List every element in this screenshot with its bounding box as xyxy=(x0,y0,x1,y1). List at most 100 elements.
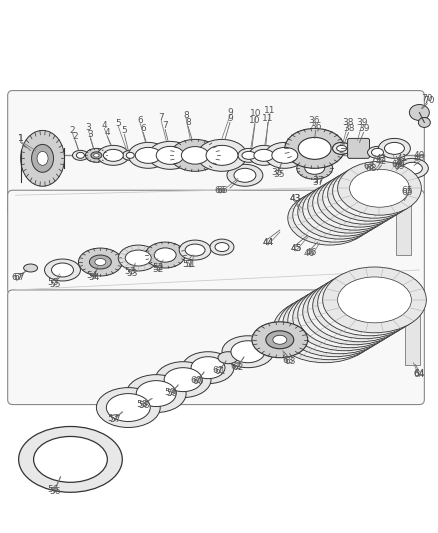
Text: 3: 3 xyxy=(85,123,91,132)
Text: 5: 5 xyxy=(116,119,121,128)
Text: 70: 70 xyxy=(424,96,435,105)
Ellipse shape xyxy=(135,148,161,163)
Ellipse shape xyxy=(396,158,428,178)
Text: 67: 67 xyxy=(13,273,25,282)
Ellipse shape xyxy=(254,149,274,161)
Text: 69: 69 xyxy=(392,160,403,169)
Ellipse shape xyxy=(206,146,238,165)
Text: 61: 61 xyxy=(214,367,226,376)
Text: 56: 56 xyxy=(48,485,59,494)
FancyBboxPatch shape xyxy=(8,190,424,295)
Ellipse shape xyxy=(365,167,385,179)
Ellipse shape xyxy=(313,273,417,339)
Ellipse shape xyxy=(345,172,404,210)
Text: 11: 11 xyxy=(264,106,276,115)
Ellipse shape xyxy=(332,142,350,155)
Ellipse shape xyxy=(118,245,158,271)
Text: 67: 67 xyxy=(11,273,22,282)
Ellipse shape xyxy=(357,163,392,184)
Ellipse shape xyxy=(313,292,386,338)
Text: 45: 45 xyxy=(290,244,301,253)
Ellipse shape xyxy=(24,264,38,272)
Text: 44: 44 xyxy=(262,238,273,247)
Ellipse shape xyxy=(318,289,392,335)
Ellipse shape xyxy=(103,149,124,161)
Ellipse shape xyxy=(298,301,371,347)
Text: 68: 68 xyxy=(366,164,377,173)
Ellipse shape xyxy=(378,139,410,158)
Text: 43: 43 xyxy=(289,193,300,203)
Text: 70: 70 xyxy=(422,94,433,103)
Ellipse shape xyxy=(222,336,274,368)
Text: 40: 40 xyxy=(413,154,425,163)
Ellipse shape xyxy=(320,187,379,225)
Ellipse shape xyxy=(332,142,350,155)
Text: 6: 6 xyxy=(138,116,143,125)
Ellipse shape xyxy=(339,175,399,213)
Ellipse shape xyxy=(297,157,332,179)
Text: 1: 1 xyxy=(18,134,24,143)
Ellipse shape xyxy=(154,248,176,262)
Ellipse shape xyxy=(403,163,422,174)
Bar xyxy=(396,200,411,255)
Ellipse shape xyxy=(89,255,111,269)
Text: 42: 42 xyxy=(376,154,387,163)
Ellipse shape xyxy=(335,178,395,216)
Text: 65: 65 xyxy=(402,185,413,195)
Text: 61: 61 xyxy=(212,366,224,375)
Ellipse shape xyxy=(234,168,256,182)
Text: 2: 2 xyxy=(70,126,75,135)
Text: 44: 44 xyxy=(262,238,273,247)
Ellipse shape xyxy=(242,151,256,159)
Ellipse shape xyxy=(126,375,186,413)
Text: 64: 64 xyxy=(413,370,425,379)
Ellipse shape xyxy=(332,164,417,218)
Text: 4: 4 xyxy=(102,121,107,130)
Text: 68: 68 xyxy=(364,162,375,171)
Ellipse shape xyxy=(77,152,85,158)
Text: 5: 5 xyxy=(121,126,127,135)
Text: 9: 9 xyxy=(227,108,233,117)
Ellipse shape xyxy=(285,128,345,168)
Ellipse shape xyxy=(32,144,53,172)
Ellipse shape xyxy=(185,244,205,256)
Text: 64: 64 xyxy=(413,369,425,378)
Ellipse shape xyxy=(328,283,401,329)
Ellipse shape xyxy=(272,148,298,163)
Ellipse shape xyxy=(318,173,401,227)
Text: 39: 39 xyxy=(356,118,367,127)
Text: 4: 4 xyxy=(105,128,110,137)
Text: 56: 56 xyxy=(50,487,61,496)
Ellipse shape xyxy=(128,142,168,168)
Text: 54: 54 xyxy=(89,273,100,282)
Ellipse shape xyxy=(367,147,388,158)
Ellipse shape xyxy=(182,352,234,384)
Text: 38: 38 xyxy=(342,118,353,127)
Ellipse shape xyxy=(145,242,185,268)
Ellipse shape xyxy=(308,295,381,341)
Ellipse shape xyxy=(197,140,247,171)
Ellipse shape xyxy=(218,352,238,364)
Text: 59: 59 xyxy=(166,389,178,398)
Ellipse shape xyxy=(210,239,234,255)
FancyBboxPatch shape xyxy=(8,290,424,405)
Text: 59: 59 xyxy=(164,388,176,397)
Text: 69: 69 xyxy=(394,162,405,171)
Text: 65: 65 xyxy=(402,188,413,197)
Ellipse shape xyxy=(273,297,377,362)
Ellipse shape xyxy=(410,104,429,120)
Ellipse shape xyxy=(293,285,396,351)
Ellipse shape xyxy=(52,263,74,277)
Ellipse shape xyxy=(338,277,411,323)
Text: 52: 52 xyxy=(152,263,164,272)
Ellipse shape xyxy=(21,131,64,186)
Ellipse shape xyxy=(94,154,99,157)
Ellipse shape xyxy=(181,147,209,164)
Ellipse shape xyxy=(389,169,400,177)
Text: 60: 60 xyxy=(191,376,202,385)
Text: 38: 38 xyxy=(343,124,354,133)
Text: 58: 58 xyxy=(138,401,150,410)
Ellipse shape xyxy=(283,291,386,357)
Ellipse shape xyxy=(97,146,129,165)
Ellipse shape xyxy=(308,276,411,342)
